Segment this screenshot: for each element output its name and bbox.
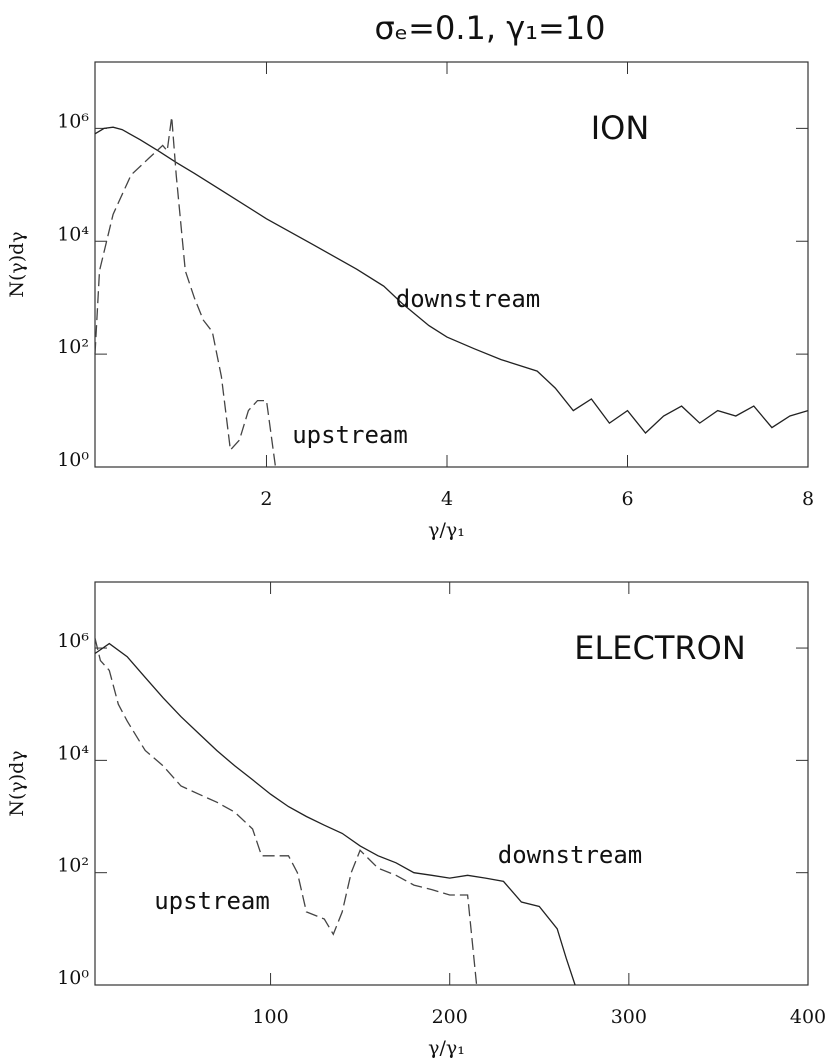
x-tick-label: 200 (432, 1006, 468, 1028)
plot-frame (94, 61, 809, 468)
y-tick-label: 10² (57, 855, 89, 877)
plot-frame (94, 581, 809, 986)
x-tick-label: 8 (802, 488, 814, 510)
y-tick-label: 10⁶ (57, 630, 89, 652)
series-label: upstream (154, 887, 270, 915)
x-tick-label: 300 (611, 1006, 647, 1028)
x-tick-label: 400 (790, 1006, 826, 1028)
y-tick-label: 10⁴ (57, 223, 89, 245)
series-label: downstream (396, 285, 541, 313)
x-tick-label: 6 (621, 488, 633, 510)
series-label: downstream (498, 841, 643, 869)
x-axis-label: γ/γ₁ (428, 1037, 465, 1059)
chart-title: σₑ=0.1, γ₁=10 (375, 9, 606, 47)
x-tick-label: 100 (252, 1006, 288, 1028)
y-tick-label: 10² (57, 336, 89, 358)
series-line (94, 126, 809, 434)
series-line (94, 642, 576, 986)
y-axis-label: N(γ)dγ (6, 750, 28, 816)
x-tick-label: 4 (441, 488, 453, 510)
y-tick-label: 10⁰ (57, 967, 89, 989)
series-line (94, 116, 277, 468)
x-axis-label: γ/γ₁ (428, 519, 465, 541)
panel-label: ELECTRON (574, 629, 746, 667)
y-tick-label: 10⁴ (57, 742, 89, 764)
y-tick-label: 10⁰ (57, 449, 89, 471)
series-label: upstream (292, 421, 408, 449)
y-tick-label: 10⁶ (57, 110, 89, 132)
x-tick-label: 2 (260, 488, 272, 510)
y-axis-label: N(γ)dγ (6, 231, 28, 297)
panel-label: ION (591, 109, 650, 147)
series-line (94, 638, 478, 986)
